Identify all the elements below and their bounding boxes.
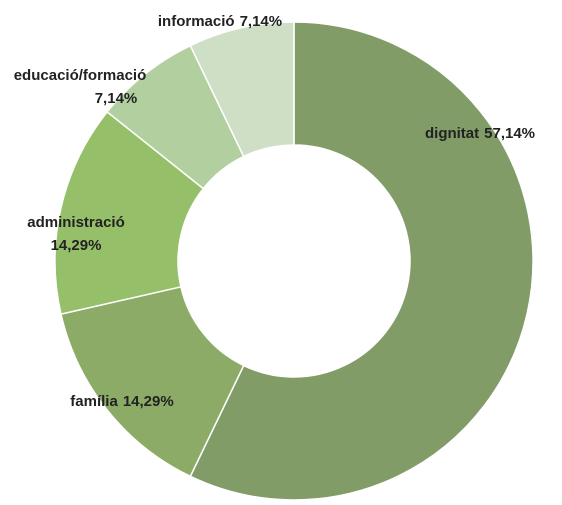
category-name: informació [158,13,235,30]
value-label: 57,14% [484,125,535,142]
donut-slice [189,21,534,501]
slice-label: educació/formació 7,14% [14,67,147,107]
value-label: 7,14% [95,90,138,107]
donut-slice [60,285,245,478]
value-label: 14,29% [123,393,174,410]
donut-slice [54,110,205,316]
value-label: 7,14% [240,13,283,30]
category-name: família [70,393,118,410]
slice-label: dignitat 57,14% [425,125,535,142]
slice-label: informació 7,14% [158,13,282,30]
value-label: 14,29% [51,237,102,254]
category-name: educació/formació [14,67,147,84]
slice-label: família 14,29% [70,393,173,410]
slice-label: administració 14,29% [27,214,125,254]
donut-slice [189,21,295,158]
category-name: dignitat [425,125,479,142]
category-name: administració [27,214,125,231]
